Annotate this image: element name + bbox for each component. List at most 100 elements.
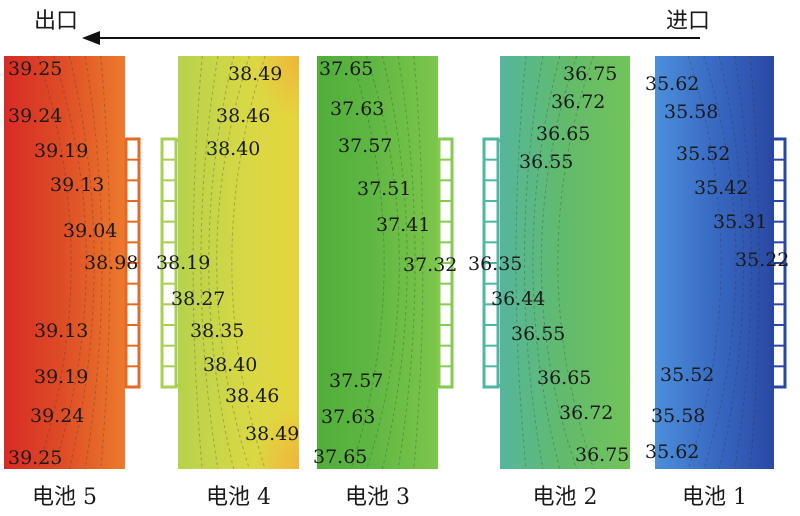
cooling-fin-3	[437, 137, 454, 389]
temperature-label: 38.46	[225, 385, 279, 407]
fin-connector-top	[125, 139, 126, 142]
isotherm-line	[413, 55, 424, 470]
isotherm-line	[84, 55, 103, 470]
flow-arrow-head	[82, 31, 100, 45]
temperature-label: 36.75	[563, 63, 617, 85]
isotherm-line	[366, 55, 400, 470]
isotherm-line	[734, 55, 752, 470]
isotherm-line	[397, 55, 416, 470]
temperature-label: 35.31	[713, 211, 767, 233]
temperature-label: 39.24	[30, 405, 84, 427]
panel-fill	[317, 56, 438, 469]
temperature-label: 37.51	[357, 178, 411, 200]
isotherm-line	[557, 55, 595, 470]
flow-direction: 出口 进口	[34, 9, 710, 45]
isotherm-line	[192, 55, 203, 470]
temperature-label: 38.40	[203, 354, 257, 376]
temperature-label: 39.04	[63, 220, 117, 242]
isotherm-line	[515, 55, 527, 470]
temperature-label: 36.35	[468, 253, 522, 275]
temperature-label: 37.57	[338, 135, 392, 157]
temperature-label: 35.58	[651, 405, 705, 427]
fin-connector-bottom	[438, 384, 439, 387]
isotherm-line	[540, 55, 578, 470]
isotherm-line	[100, 55, 111, 470]
fin-connector-bottom	[176, 384, 178, 387]
temperature-label: 35.52	[676, 143, 730, 165]
temperature-label: 39.13	[34, 320, 88, 342]
battery-panel-1: 39.25 39.24 39.19 39.13 39.04 38.98 39.13 39.19…	[4, 55, 141, 510]
isotherm-line	[687, 55, 722, 470]
temperature-label: 39.24	[8, 105, 62, 127]
isotherm-line	[200, 55, 219, 470]
temperature-label: 39.25	[8, 58, 62, 80]
panel-fill	[655, 56, 774, 469]
battery-panel-4: 36.75 36.72 36.65 36.55 36.35 36.44 36.55 36.65…	[468, 55, 630, 510]
battery-caption: 电池 4	[206, 485, 271, 510]
temperature-label: 38.35	[190, 320, 244, 342]
outlet-label: 出口	[34, 9, 78, 34]
panel-fill	[500, 56, 630, 469]
hot-corner-1	[220, 56, 299, 172]
temperature-label: 38.49	[228, 63, 282, 85]
isotherm-line	[718, 55, 745, 470]
isotherm-line	[749, 55, 760, 470]
temperature-label: 36.65	[537, 367, 591, 389]
hot-corner-2	[220, 353, 299, 469]
fin-connector-top	[176, 139, 178, 142]
isotherm-line	[381, 55, 408, 470]
fin-connector-bottom	[125, 384, 126, 387]
temperature-label: 38.46	[216, 105, 270, 127]
panel-fill	[4, 56, 125, 469]
temperature-label: 37.65	[319, 58, 373, 80]
temperature-label: 37.65	[313, 446, 367, 468]
temperature-label: 38.98	[84, 252, 138, 274]
inlet-label: 进口	[666, 9, 710, 34]
isotherm-line	[208, 55, 235, 470]
isotherm-line	[37, 55, 72, 470]
temperature-label: 38.49	[245, 423, 299, 445]
temperature-label: 35.52	[660, 364, 714, 386]
fin-connector-top	[438, 139, 439, 142]
temperature-label: 38.27	[171, 288, 225, 310]
temperature-label: 39.25	[8, 447, 62, 469]
cooling-fin-2	[160, 137, 178, 389]
temperature-label: 35.58	[664, 101, 718, 123]
temperature-label: 35.22	[735, 249, 789, 271]
isotherm-line	[532, 55, 561, 470]
battery-panel-2: 38.49 38.46 38.40 38.19 38.27 38.35 38.40 38.46…	[156, 55, 299, 510]
battery-caption: 电池 1	[682, 485, 747, 510]
fin-connector-top	[498, 139, 500, 142]
cooling-fin-4	[482, 137, 500, 389]
cooling-fin-1	[124, 137, 141, 389]
temperature-label: 36.55	[519, 151, 573, 173]
isotherm-line	[350, 55, 385, 470]
isotherm-line	[523, 55, 544, 470]
temperature-label: 38.40	[206, 138, 260, 160]
battery-panel-3: 37.65 37.63 37.57 37.51 37.41 37.32 37.57 37.63…	[313, 55, 457, 510]
temperature-label: 37.57	[329, 370, 383, 392]
temperature-label: 38.19	[156, 252, 210, 274]
temperature-label: 35.62	[645, 441, 699, 463]
temperature-label: 35.62	[645, 73, 699, 95]
isotherm-line	[53, 55, 87, 470]
temperature-label: 36.44	[491, 288, 545, 310]
battery-caption: 电池 3	[345, 485, 410, 510]
isotherm-line	[68, 55, 95, 470]
temperature-label: 36.72	[559, 402, 613, 424]
battery-panel-5: 35.62 35.58 35.52 35.42 35.31 35.22 35.52 35.58…	[645, 55, 789, 510]
temperature-label: 37.41	[376, 214, 430, 236]
cooling-fin-5	[770, 137, 787, 389]
battery-caption: 电池 5	[32, 485, 97, 510]
temperature-label: 36.55	[511, 323, 565, 345]
battery-caption: 电池 2	[533, 485, 598, 510]
temperature-label: 37.32	[403, 254, 457, 276]
temperature-label: 36.65	[536, 123, 590, 145]
temperature-label: 39.19	[34, 366, 88, 388]
isotherm-line	[703, 55, 737, 470]
fin-connector-bottom	[498, 384, 500, 387]
temperature-label: 36.75	[575, 444, 629, 466]
temperature-label: 39.13	[50, 174, 104, 196]
temperature-label: 37.63	[330, 98, 384, 120]
